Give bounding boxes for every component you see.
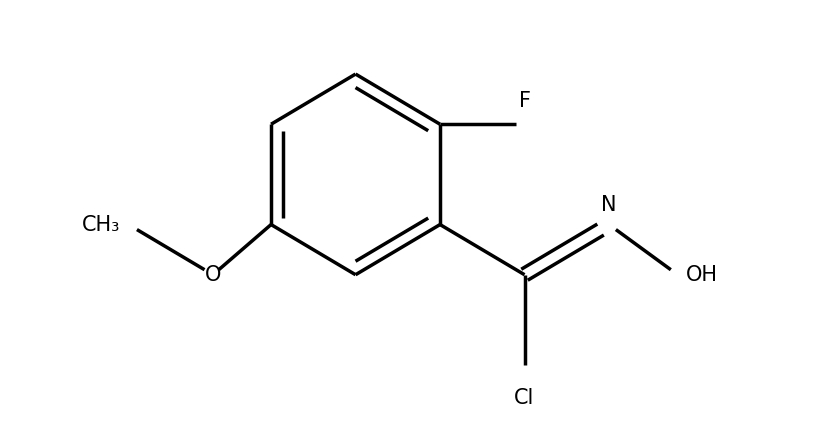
Text: OH: OH — [686, 265, 718, 285]
Text: O: O — [205, 265, 221, 285]
Text: F: F — [519, 91, 530, 111]
Text: Cl: Cl — [515, 388, 535, 408]
Text: CH₃: CH₃ — [82, 214, 121, 235]
Text: N: N — [601, 195, 616, 215]
